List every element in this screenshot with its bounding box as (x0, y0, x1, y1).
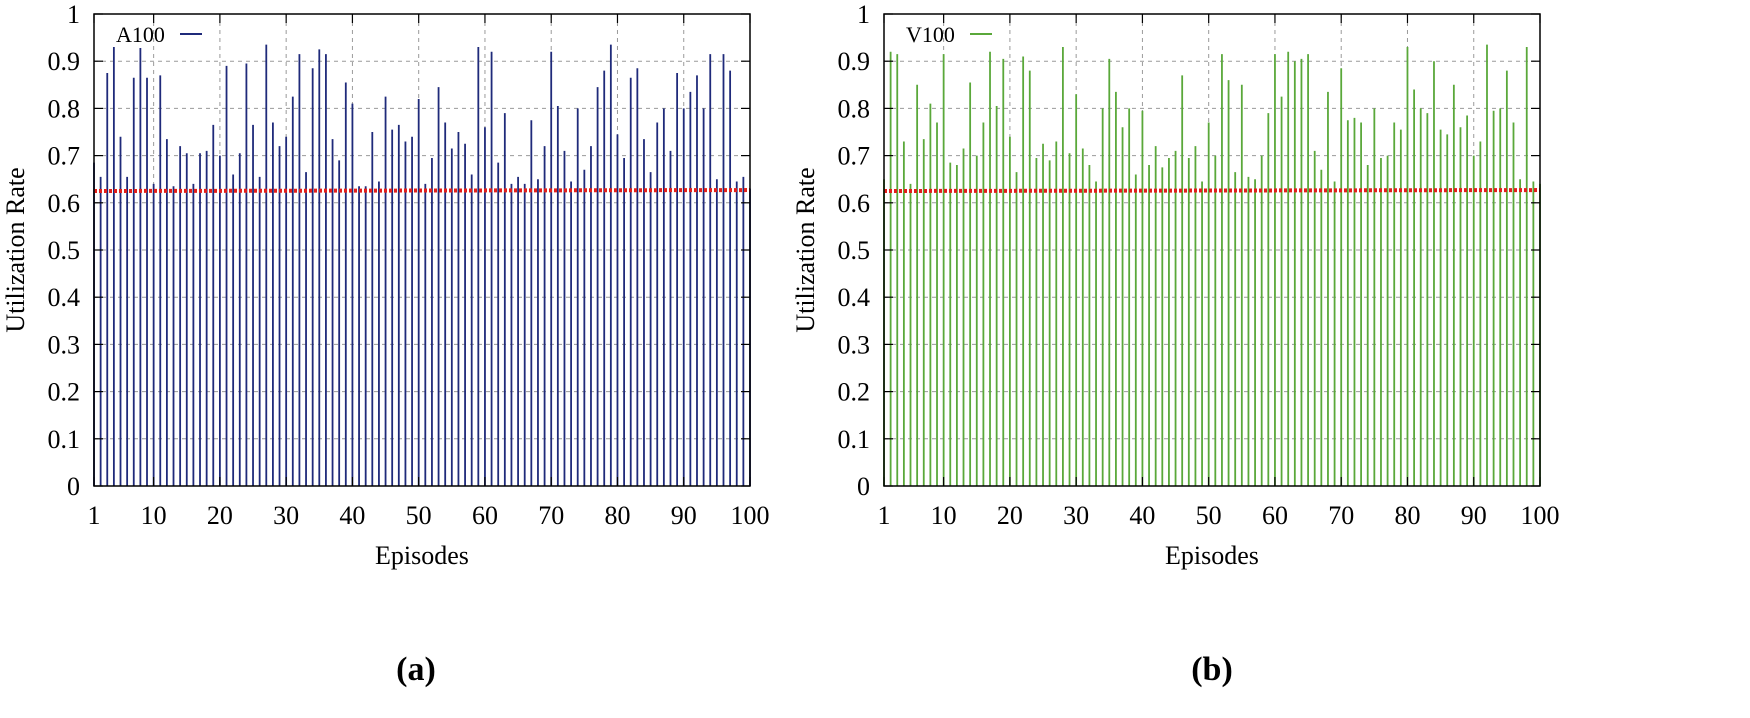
y-tick-label: 1 (857, 0, 870, 29)
y-tick-label: 0.9 (838, 47, 871, 76)
x-tick-label: 80 (1394, 501, 1420, 530)
x-tick-label: 30 (1063, 501, 1089, 530)
x-tick-label: 60 (1262, 501, 1288, 530)
y-tick-label: 1 (67, 0, 80, 29)
legend: V100 (906, 22, 992, 47)
panel-caption: (a) (396, 651, 436, 688)
chart-panel-b: 0 0.1 0.2 0.3 0.4 0.5 0.6 0.7 0.8 0.9 1 1 10 20 30 40 50… (791, 0, 1560, 688)
x-tick-label: 60 (472, 501, 498, 530)
y-tick-label: 0.8 (48, 94, 81, 123)
x-axis-label: Episodes (1165, 541, 1259, 570)
x-tick-label: 30 (273, 501, 299, 530)
mean-line (93, 188, 751, 193)
mean-line (883, 188, 1541, 193)
x-tick-label: 20 (997, 501, 1023, 530)
y-tick-label: 0.2 (838, 378, 871, 407)
x-tick-label: 20 (207, 501, 233, 530)
y-tick-label: 0.8 (838, 94, 871, 123)
y-tick-label: 0.9 (48, 47, 81, 76)
y-tick-label: 0 (67, 472, 80, 501)
axis-ticks: 0 0.1 0.2 0.3 0.4 0.5 0.6 0.7 0.8 0.9 1 1 10 20 30 40 50… (838, 0, 1560, 530)
x-tick-label: 50 (1196, 501, 1222, 530)
y-tick-label: 0.2 (48, 378, 81, 407)
impulse-series (883, 44, 1541, 486)
panel-caption: (b) (1191, 651, 1233, 688)
x-tick-label: 1 (88, 501, 101, 530)
x-tick-label: 80 (604, 501, 630, 530)
y-tick-label: 0.1 (48, 425, 81, 454)
grid (884, 14, 1540, 486)
x-tick-label: 40 (339, 501, 365, 530)
y-tick-label: 0.5 (48, 236, 81, 265)
y-tick-label: 0.6 (48, 189, 81, 218)
y-tick-label: 0.7 (48, 142, 81, 171)
x-tick-label: 70 (1328, 501, 1354, 530)
x-tick-label: 100 (1521, 501, 1560, 530)
x-tick-label: 40 (1129, 501, 1155, 530)
grid (94, 14, 750, 486)
x-tick-label: 90 (671, 501, 697, 530)
chart-panel-a: 0 0.1 0.2 0.3 0.4 0.5 0.6 0.7 0.8 0.9 1 1 10 20 30 40 50… (1, 0, 770, 688)
x-tick-label: 1 (878, 501, 891, 530)
y-tick-label: 0.3 (48, 330, 81, 359)
y-tick-label: 0.5 (838, 236, 871, 265)
x-tick-label: 10 (931, 501, 957, 530)
y-tick-label: 0.7 (838, 142, 871, 171)
axis-ticks: 0 0.1 0.2 0.3 0.4 0.5 0.6 0.7 0.8 0.9 1 1 10 20 30 40 50… (48, 0, 770, 530)
y-axis-label: Utilization Rate (791, 167, 820, 332)
x-tick-label: 100 (731, 501, 770, 530)
y-tick-label: 0.1 (838, 425, 871, 454)
y-tick-label: 0.3 (838, 330, 871, 359)
legend-label: A100 (116, 22, 165, 47)
y-tick-label: 0.4 (838, 283, 871, 312)
x-tick-label: 10 (141, 501, 167, 530)
y-tick-label: 0.6 (838, 189, 871, 218)
impulse-series (93, 44, 751, 486)
y-tick-label: 0.4 (48, 283, 81, 312)
y-axis-label: Utilization Rate (1, 167, 30, 332)
legend: A100 (116, 22, 202, 47)
legend-label: V100 (906, 22, 955, 47)
x-tick-label: 50 (406, 501, 432, 530)
x-tick-label: 90 (1461, 501, 1487, 530)
x-axis-label: Episodes (375, 541, 469, 570)
x-tick-label: 70 (538, 501, 564, 530)
y-tick-label: 0 (857, 472, 870, 501)
